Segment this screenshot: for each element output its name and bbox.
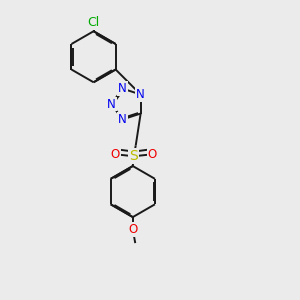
Text: N: N	[118, 82, 127, 95]
Text: N: N	[107, 98, 116, 110]
Text: O: O	[110, 148, 120, 161]
Text: N: N	[118, 113, 127, 126]
Text: Cl: Cl	[87, 16, 100, 29]
Text: O: O	[128, 223, 137, 236]
Text: N: N	[136, 88, 145, 101]
Text: S: S	[129, 149, 138, 163]
Text: O: O	[148, 148, 157, 161]
